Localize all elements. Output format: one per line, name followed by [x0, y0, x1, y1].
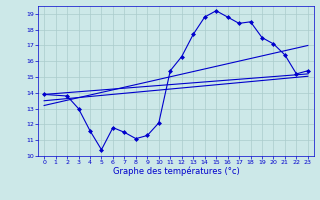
- X-axis label: Graphe des températures (°c): Graphe des températures (°c): [113, 167, 239, 176]
